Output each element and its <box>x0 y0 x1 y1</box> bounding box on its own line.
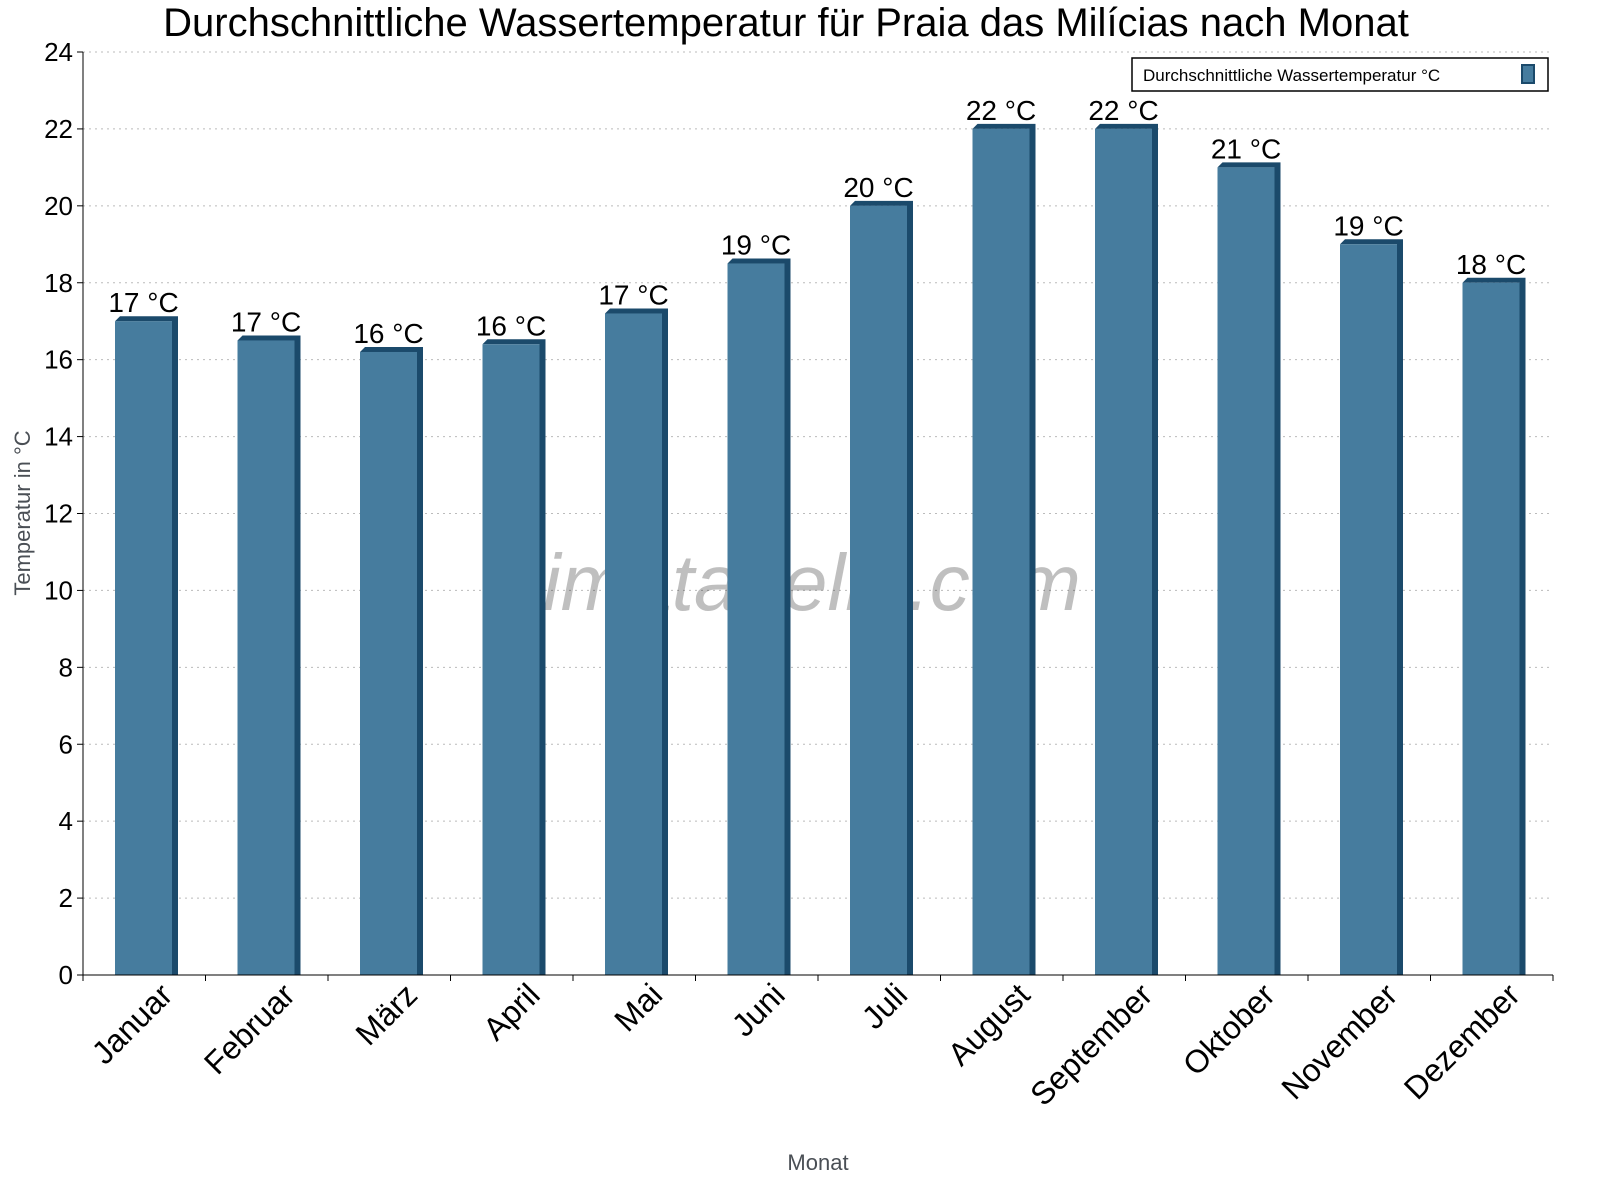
data-label: 20 °C <box>843 172 913 203</box>
bar <box>972 128 1030 975</box>
x-tick-label: November <box>1274 976 1404 1106</box>
bar-april <box>482 339 546 975</box>
y-tick-label: 6 <box>59 729 73 759</box>
x-tick-label: April <box>476 976 547 1047</box>
bar-januar <box>115 316 178 975</box>
x-tick-label: Juni <box>725 976 792 1043</box>
y-axis-label: Temperatur in °C <box>10 430 35 595</box>
y-tick-label: 16 <box>44 345 73 375</box>
data-label: 19 °C <box>1333 210 1403 241</box>
bars: 17 °C 17 °C 16 °C 16 °C 17 °C 19 °C 20 °C 22 °C… <box>108 95 1526 976</box>
bar <box>237 340 295 975</box>
bar <box>360 351 417 976</box>
bar-oktober <box>1217 162 1281 975</box>
bar-september <box>1095 123 1158 975</box>
data-label: 17 °C <box>598 280 668 311</box>
legend-swatch <box>1521 64 1535 84</box>
bar <box>605 313 662 975</box>
x-tick-label: August <box>941 976 1037 1072</box>
x-axis-label: Monat <box>787 1150 848 1175</box>
chart-title: Durchschnittliche Wassertemperatur für P… <box>163 1 1409 45</box>
y-tick-label: 14 <box>44 422 73 452</box>
y-tick-label: 2 <box>59 883 73 913</box>
bar <box>727 263 785 975</box>
x-tick-label: Juli <box>855 976 914 1035</box>
bar-märz <box>360 346 423 976</box>
bar <box>1095 128 1152 975</box>
y-tick-label: 12 <box>44 499 73 529</box>
bar <box>115 321 172 975</box>
legend-label: Durchschnittliche Wassertemperatur °C <box>1143 66 1440 85</box>
x-tick-label: März <box>348 976 424 1052</box>
legend-box <box>1131 57 1549 92</box>
bar-august <box>972 123 1036 975</box>
x-tick-label: Dezember <box>1397 976 1527 1106</box>
bar-februar <box>237 335 301 975</box>
x-tick-label: September <box>1023 976 1159 1112</box>
bar-mai <box>605 308 668 975</box>
bar <box>1462 282 1520 975</box>
bar <box>1217 167 1275 975</box>
data-label: 17 °C <box>231 306 301 337</box>
y-tick-label: 4 <box>59 806 73 836</box>
bar-juli <box>850 200 913 976</box>
data-label: 17 °C <box>108 287 178 318</box>
x-tick-label: Oktober <box>1176 976 1282 1082</box>
y-tick-label: 8 <box>59 652 73 682</box>
bar-dezember <box>1462 277 1526 975</box>
x-tick-label: Februar <box>197 976 302 1081</box>
bar-november <box>1340 239 1403 975</box>
y-tick-label: 0 <box>59 960 73 990</box>
data-label: 16 °C <box>353 318 423 349</box>
y-tick-label: 18 <box>44 268 73 298</box>
bar <box>482 344 540 975</box>
data-label: 22 °C <box>966 95 1036 126</box>
x-tick-label: Mai <box>607 976 669 1038</box>
data-label: 18 °C <box>1456 249 1526 280</box>
data-label: 19 °C <box>721 230 791 261</box>
y-tick-label: 20 <box>44 191 73 221</box>
legend: Durchschnittliche Wassertemperatur °C <box>1131 57 1549 92</box>
bar-juni <box>727 258 791 975</box>
data-label: 21 °C <box>1211 133 1281 164</box>
y-tick-label: 22 <box>44 114 73 144</box>
bar <box>1340 244 1397 975</box>
y-tick-label: 24 <box>44 37 73 67</box>
bar <box>850 205 907 976</box>
data-label: 16 °C <box>476 310 546 341</box>
data-label: 22 °C <box>1088 95 1158 126</box>
x-tick-label: Januar <box>85 976 180 1071</box>
grid <box>83 51 1553 899</box>
y-tick-label: 10 <box>44 575 73 605</box>
